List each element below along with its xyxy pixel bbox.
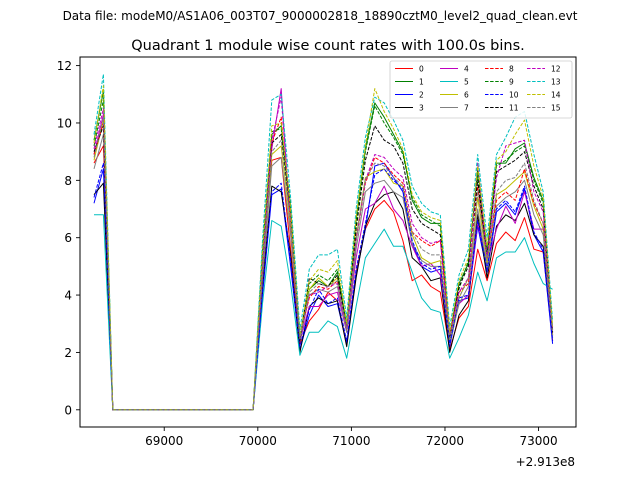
legend-label-7: 7 [464, 104, 469, 113]
y-tick-label: 2 [64, 346, 72, 360]
x-axis: 69000 70000 71000 72000 73000 [145, 427, 558, 448]
series-line-14 [93, 85, 554, 411]
y-tick-label: 12 [57, 59, 72, 73]
x-tick-label: 71000 [332, 434, 370, 448]
series-line-15 [93, 116, 554, 411]
legend-label-10: 10 [509, 91, 519, 100]
legend-label-4: 4 [464, 65, 469, 74]
legend-label-0: 0 [419, 65, 424, 74]
legend-frame [389, 60, 573, 119]
y-tick-label: 4 [64, 289, 72, 303]
legend-label-12: 12 [551, 65, 561, 74]
series-line-10 [93, 162, 554, 411]
legend-label-9: 9 [509, 78, 514, 87]
legend-label-14: 14 [551, 91, 561, 100]
legend-label-3: 3 [419, 104, 424, 113]
legend-label-6: 6 [464, 91, 469, 100]
figure-suptitle: Data file: modeM0/AS1A06_003T07_90000028… [63, 9, 578, 23]
legend-label-11: 11 [509, 104, 519, 113]
legend-label-8: 8 [509, 65, 514, 74]
legend-label-13: 13 [551, 78, 561, 87]
x-offset-label: +2.913e8 [516, 455, 575, 469]
legend-label-15: 15 [551, 104, 561, 113]
chart-title: Quadrant 1 module wise count rates with … [131, 38, 525, 54]
y-tick-label: 8 [64, 174, 72, 188]
x-tick-label: 70000 [239, 434, 277, 448]
series-layer [93, 73, 554, 411]
x-tick-label: 73000 [519, 434, 557, 448]
legend-label-1: 1 [419, 78, 424, 87]
y-tick-label: 10 [57, 116, 72, 130]
legend-label-5: 5 [464, 78, 469, 87]
plot-frame [79, 56, 577, 428]
x-tick-label: 72000 [426, 434, 464, 448]
x-tick-label: 69000 [145, 434, 183, 448]
y-tick-label: 6 [64, 231, 72, 245]
y-axis: 0 2 4 6 8 10 12 [57, 59, 80, 417]
y-tick-label: 0 [64, 403, 72, 417]
legend-label-2: 2 [419, 91, 424, 100]
